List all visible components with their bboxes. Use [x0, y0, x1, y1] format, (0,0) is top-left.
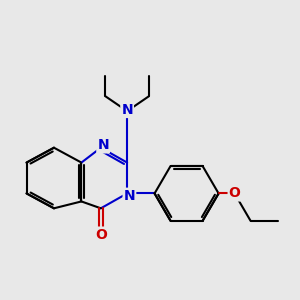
- Text: N: N: [97, 138, 109, 152]
- Text: O: O: [95, 228, 107, 242]
- Text: O: O: [229, 186, 241, 200]
- Text: N: N: [124, 189, 135, 203]
- Text: N: N: [121, 103, 133, 117]
